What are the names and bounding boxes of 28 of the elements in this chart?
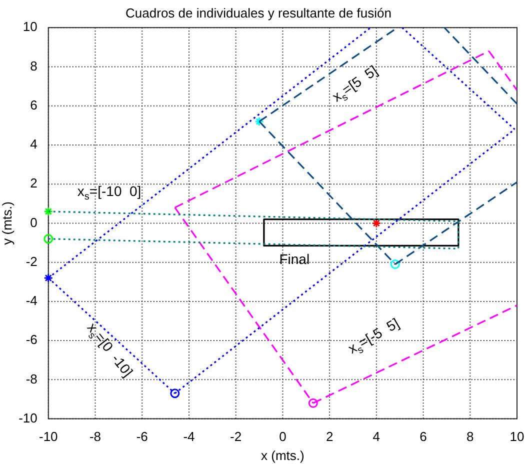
y-tick-label: -6 — [26, 332, 38, 348]
y-axis-title: y (mts.) — [0, 202, 14, 245]
chart-title: Cuadros de individuales y resultante de fusión — [126, 5, 392, 20]
x-tick-label: 0 — [279, 429, 286, 444]
x-axis-title: x (mts.) — [261, 448, 304, 463]
y-tick-label: 4 — [30, 136, 38, 152]
x-tick-label: 10 — [510, 429, 524, 444]
x-tick-label: -8 — [89, 429, 102, 444]
annotation: xs=[0 -10] — [84, 320, 136, 380]
x-tick-label: 2 — [326, 429, 334, 444]
x-tick-label: -6 — [136, 429, 148, 444]
y-tick-label: 0 — [30, 214, 38, 230]
x-tick-label: -4 — [183, 429, 195, 444]
annotation: xs=[5 5] — [329, 62, 380, 105]
annotation: Final — [279, 251, 310, 268]
y-tick-label: -2 — [26, 254, 38, 269]
y-tick-label: 2 — [30, 176, 38, 191]
y-tick-label: 8 — [30, 58, 38, 74]
x-tick-label: 4 — [372, 429, 380, 444]
y-tick-label: 10 — [22, 19, 38, 34]
y-tick-label: -10 — [18, 410, 38, 426]
y-tick-label: -8 — [26, 371, 38, 386]
x-tick-label: -2 — [230, 429, 242, 444]
x-tick-label: 8 — [466, 429, 474, 444]
annotation: xs=[-5 5] — [345, 314, 402, 357]
y-tick-label: 6 — [30, 97, 38, 112]
y-tick-label: -4 — [26, 293, 38, 308]
x-tick-label: 6 — [420, 429, 427, 444]
